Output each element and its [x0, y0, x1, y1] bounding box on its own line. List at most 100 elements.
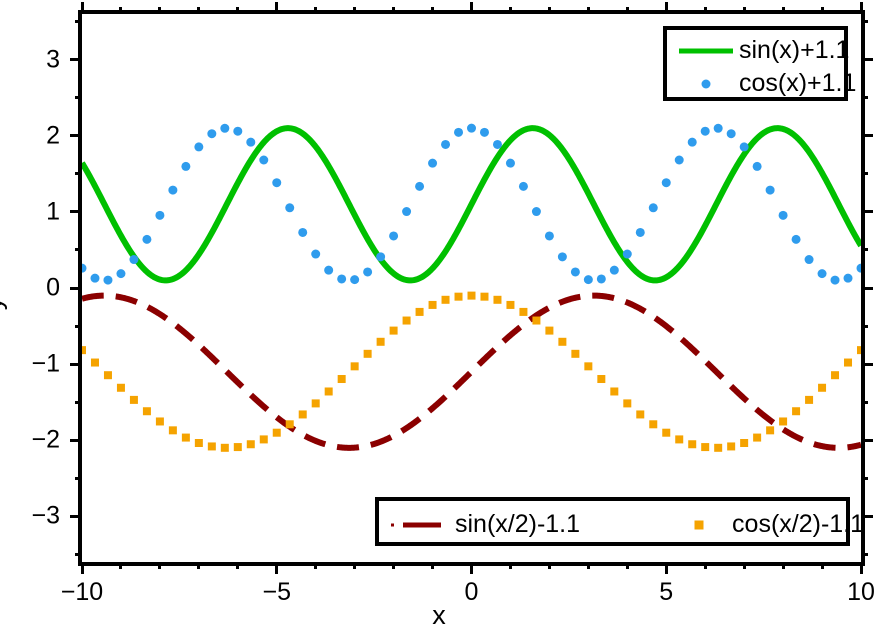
series-path-2: [82, 292, 861, 451]
data-point: [259, 435, 268, 444]
x-tick-top: [508, 7, 512, 14]
x-tick-bottom: [275, 562, 279, 574]
data-point: [142, 234, 152, 244]
data-point: [571, 349, 580, 358]
data-point: [415, 181, 425, 191]
legend-bottom: sin(x/2)-1.1 cos(x/2)-1.1: [375, 497, 864, 546]
data-point: [82, 346, 86, 355]
x-tick-top: [314, 7, 318, 14]
legend-label: cos(x/2)-1.1: [732, 510, 865, 538]
data-point: [610, 387, 619, 396]
data-point: [714, 443, 723, 452]
data-point: [233, 443, 242, 452]
data-point: [662, 428, 671, 437]
data-point: [298, 410, 307, 419]
y-tick-label: 0: [46, 273, 60, 302]
data-point: [648, 203, 658, 213]
y-tick-right: [861, 210, 873, 214]
x-tick-bottom: [197, 562, 201, 569]
x-tick-bottom: [625, 562, 629, 569]
data-point: [207, 129, 217, 139]
y-axis-label: y: [0, 297, 8, 311]
data-point: [467, 123, 476, 133]
data-point: [298, 227, 308, 237]
data-point: [687, 137, 697, 147]
data-point: [791, 234, 801, 244]
data-point: [116, 383, 125, 392]
x-tick-label: 0: [464, 578, 479, 606]
data-point: [804, 255, 814, 265]
data-point: [454, 127, 464, 137]
data-point: [428, 300, 437, 309]
y-tick-left: [75, 20, 82, 24]
data-point: [531, 207, 541, 217]
data-point: [739, 142, 749, 152]
x-tick-top: [275, 2, 279, 14]
y-tick-left: [70, 514, 82, 518]
y-tick-right: [861, 438, 873, 442]
data-point: [90, 273, 100, 283]
data-point: [830, 275, 840, 285]
data-point: [324, 387, 333, 396]
data-point: [311, 399, 320, 408]
data-point: [116, 269, 126, 279]
plot-area: [82, 14, 861, 562]
y-tick-left: [70, 286, 82, 290]
y-tick-right: [861, 58, 873, 62]
data-point: [727, 442, 736, 451]
y-tick-left: [70, 134, 82, 138]
data-point: [90, 358, 99, 367]
data-point: [843, 273, 853, 283]
x-tick-label: −10: [60, 578, 104, 606]
data-point: [857, 346, 861, 355]
data-point: [518, 181, 528, 191]
x-tick-bottom: [742, 562, 746, 569]
x-tick-top: [158, 7, 162, 14]
data-point: [649, 420, 658, 429]
data-point: [467, 291, 476, 300]
data-point: [480, 292, 489, 301]
data-point: [766, 426, 775, 435]
data-point: [532, 316, 541, 325]
x-tick-bottom: [80, 562, 84, 574]
data-point: [492, 139, 502, 149]
data-point: [402, 207, 412, 217]
y-tick-label: −3: [31, 501, 60, 530]
data-point: [207, 442, 216, 451]
data-point: [155, 417, 164, 426]
data-point: [636, 410, 645, 419]
data-point: [817, 269, 827, 279]
y-tick-right: [861, 134, 873, 138]
x-tick-top: [431, 7, 435, 14]
data-point: [544, 231, 554, 241]
data-point: [596, 274, 606, 284]
data-point: [726, 129, 736, 139]
x-tick-label: 10: [847, 578, 875, 606]
y-tick-right: [861, 96, 868, 100]
x-tick-bottom: [586, 562, 590, 569]
x-tick-bottom: [470, 562, 473, 574]
data-point: [623, 399, 632, 408]
x-tick-bottom: [820, 562, 824, 569]
legend-label: sin(x)+1.1: [739, 36, 850, 64]
x-tick-label: 5: [659, 578, 674, 606]
data-point: [389, 326, 398, 335]
data-point: [181, 433, 190, 442]
y-tick-left: [75, 400, 82, 404]
data-point: [246, 440, 255, 449]
y-tick-right: [861, 324, 868, 328]
data-point: [805, 395, 814, 404]
x-tick-top: [197, 7, 201, 14]
x-tick-top: [119, 7, 123, 14]
y-tick-right: [861, 476, 868, 480]
x-tick-top: [547, 7, 551, 14]
x-tick-top: [236, 7, 240, 14]
data-point: [376, 337, 385, 346]
data-point: [168, 185, 178, 195]
data-point: [856, 263, 861, 273]
data-point: [259, 155, 269, 165]
x-tick-top: [625, 7, 629, 14]
data-point: [363, 349, 372, 358]
data-point: [428, 158, 438, 168]
y-tick-right: [861, 172, 868, 176]
